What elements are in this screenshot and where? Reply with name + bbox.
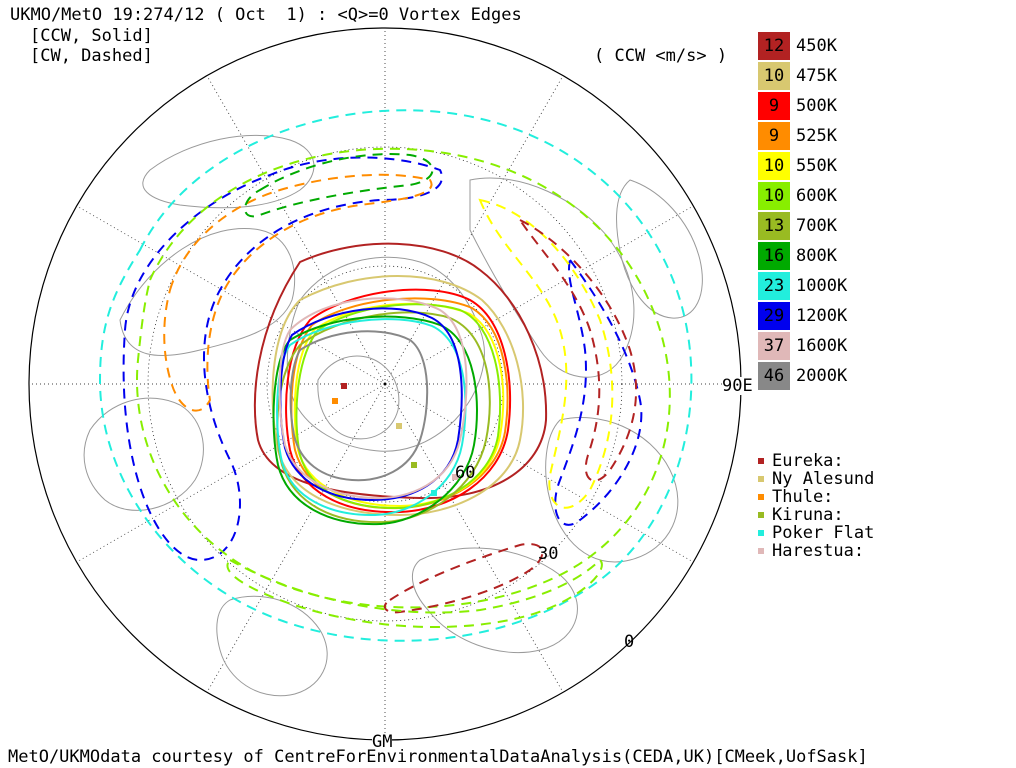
label-lat-0: 0 xyxy=(624,632,635,652)
cw-dashed-note: [CW, Dashed] xyxy=(30,46,153,66)
legend-swatch: 16 xyxy=(758,242,790,270)
contour-525k-dashed xyxy=(163,173,433,412)
legend-level-label: 475K xyxy=(796,66,837,86)
contour-1200k-dashed-east xyxy=(554,257,643,526)
station-name: Ny Alesund xyxy=(772,469,875,489)
station-marker-icon xyxy=(758,476,764,482)
meridian-line xyxy=(76,383,386,563)
station-kiruna-marker xyxy=(411,462,417,468)
legend-level-label: 2000K xyxy=(796,366,848,386)
contour-800k-solid xyxy=(272,315,478,526)
meridian-line xyxy=(76,205,386,385)
legend-swatch: 13 xyxy=(758,212,790,240)
legend-level-label: 800K xyxy=(796,246,837,266)
legend-level-label: 500K xyxy=(796,96,837,116)
contour-550k-dashed xyxy=(478,198,614,509)
meridian-line xyxy=(206,75,386,385)
meridian-line xyxy=(384,383,694,563)
contour-800k-dashed xyxy=(244,153,434,218)
station-ny-alesund-marker xyxy=(396,423,402,429)
station-marker-icon xyxy=(758,548,764,554)
vortex-edge-contours xyxy=(98,109,693,642)
legend-swatch: 46 xyxy=(758,362,790,390)
contour-1200k-dashed xyxy=(122,156,443,562)
legend-swatch: 10 xyxy=(758,152,790,180)
legend-level-label: 450K xyxy=(796,36,837,56)
legend-level-label: 525K xyxy=(796,126,837,146)
contour-1000k-dashed xyxy=(98,109,693,642)
label-lat-60: 60 xyxy=(455,463,476,483)
legend-swatch: 12 xyxy=(758,32,790,60)
station-name: Kiruna: xyxy=(772,505,844,525)
station-marker-icon xyxy=(758,530,764,536)
station-name: Thule: xyxy=(772,487,834,507)
station-marker-icon xyxy=(758,458,764,464)
units-label: ( CCW <m/s> ) xyxy=(594,46,728,66)
contour-1600k-solid xyxy=(278,297,468,500)
legend-swatch: 37 xyxy=(758,332,790,360)
north-pole-dot xyxy=(383,382,387,386)
contour-500k-solid xyxy=(285,288,512,514)
label-90e: 90E xyxy=(722,376,753,396)
station-name: Eureka: xyxy=(772,451,844,471)
legend-swatch: 29 xyxy=(758,302,790,330)
contour-450k-dashed-south xyxy=(383,543,544,614)
station-marker-icon xyxy=(758,494,764,500)
legend-swatch: 9 xyxy=(758,122,790,150)
contour-600k-dashed-outer xyxy=(226,558,603,628)
legend-level-label: 1200K xyxy=(796,306,848,326)
map-title: UKMO/MetO 19:274/12 ( Oct 1) : <Q>=0 Vor… xyxy=(10,5,522,25)
station-name: Poker Flat xyxy=(772,523,875,543)
station-poker-flat-marker xyxy=(431,490,437,496)
meridians xyxy=(29,28,741,740)
contour-450k-solid xyxy=(253,242,548,500)
meridian-line xyxy=(384,383,564,693)
contour-450k-dashed xyxy=(517,217,638,482)
legend-level-label: 600K xyxy=(796,186,837,206)
contour-600k-dashed xyxy=(136,147,671,609)
meridian-line xyxy=(384,75,564,385)
contour-2000k-solid xyxy=(289,330,429,482)
ccw-solid-note: [CCW, Solid] xyxy=(30,26,153,46)
footer-credit: MetO/UKMOdata courtesy of CentreForEnvir… xyxy=(8,747,868,767)
legend-level-label: 1600K xyxy=(796,336,848,356)
contour-525k-solid xyxy=(290,297,509,510)
meridian-line xyxy=(206,383,386,693)
legend-level-label: 700K xyxy=(796,216,837,236)
label-gm: GM xyxy=(372,732,393,752)
station-thule-marker xyxy=(332,398,338,404)
legend-level-label: 550K xyxy=(796,156,837,176)
station-marker-icon xyxy=(758,512,764,518)
station-harestua-marker xyxy=(452,474,458,480)
legend-swatch: 10 xyxy=(758,62,790,90)
contour-475k-solid xyxy=(271,275,525,517)
meridian-line xyxy=(384,205,694,385)
legend-swatch: 10 xyxy=(758,182,790,210)
legend-swatch: 23 xyxy=(758,272,790,300)
station-eureka-marker xyxy=(341,383,347,389)
label-lat-30: 30 xyxy=(538,544,559,564)
station-name: Harestua: xyxy=(772,541,865,561)
legend-level-label: 1000K xyxy=(796,276,848,296)
legend-swatch: 9 xyxy=(758,92,790,120)
